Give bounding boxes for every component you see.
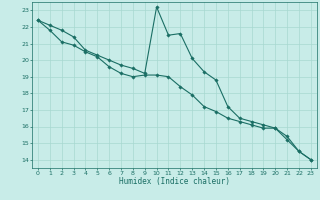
X-axis label: Humidex (Indice chaleur): Humidex (Indice chaleur) [119,177,230,186]
